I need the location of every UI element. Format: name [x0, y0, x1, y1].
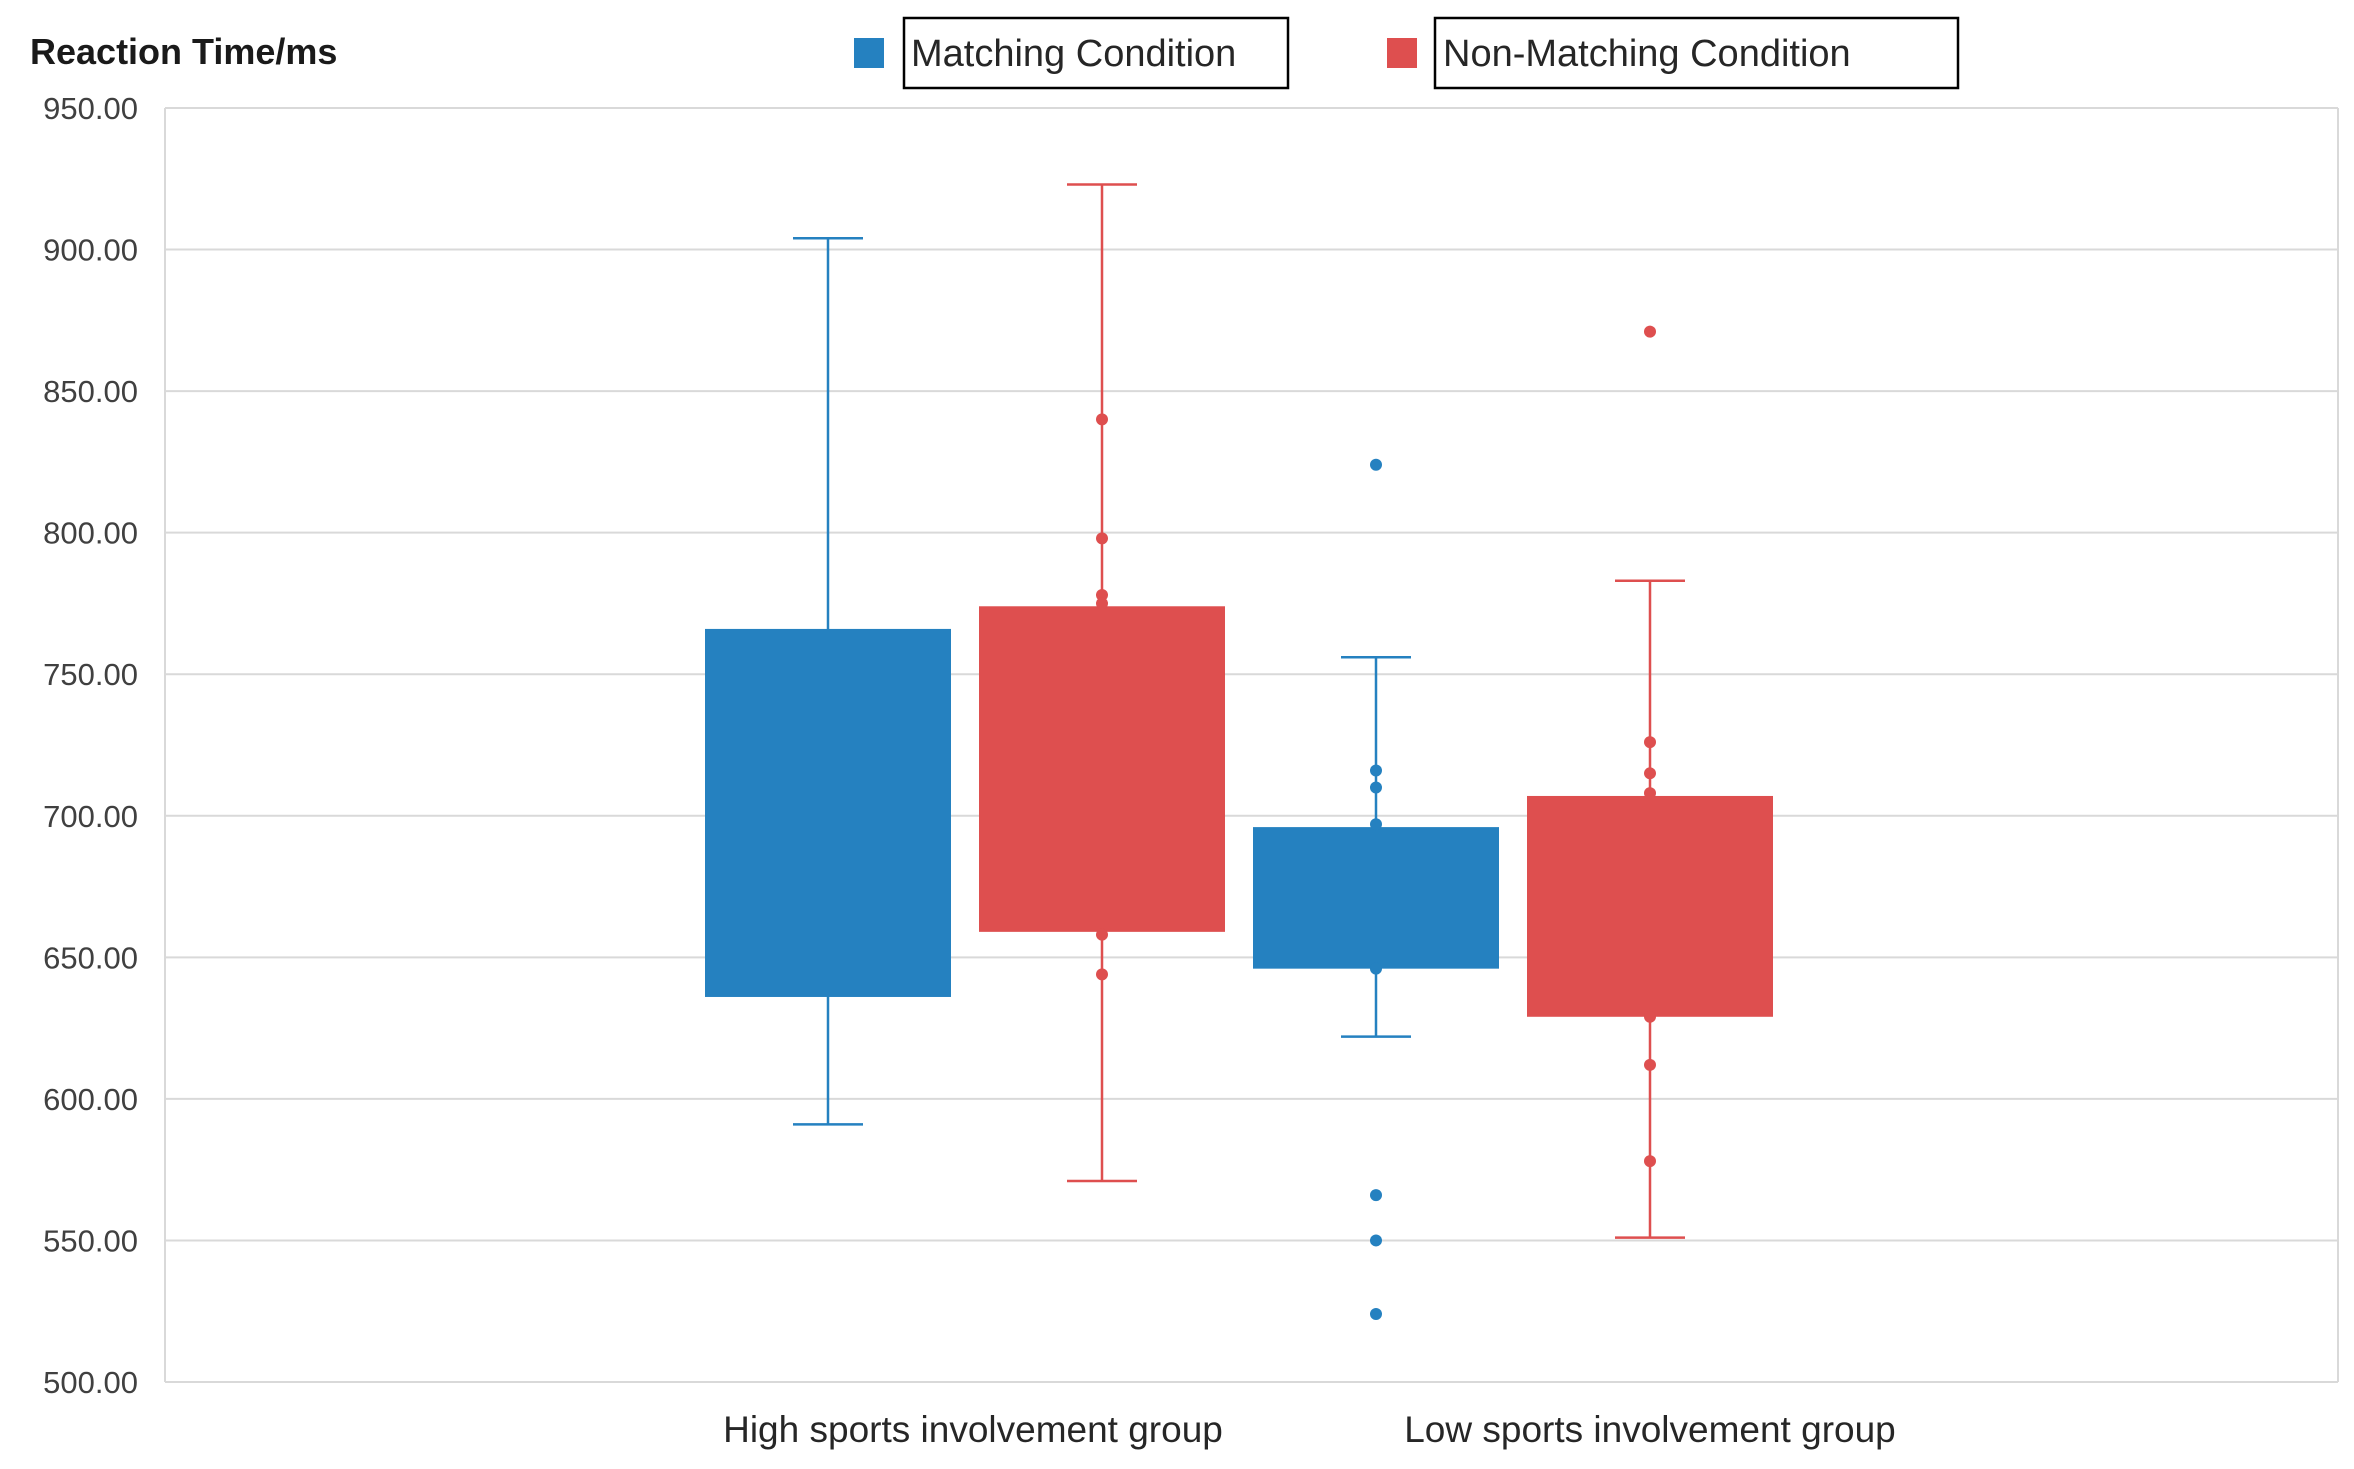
y-axis-label: Reaction Time/ms [30, 31, 337, 72]
legend-box-matching-condition [902, 16, 1290, 90]
data-point-non-matching-condition-low-6 [1644, 1155, 1656, 1168]
data-point-matching-condition-low-7 [1370, 1308, 1382, 1321]
y-tick-label-500: 500.00 [43, 1365, 138, 1400]
box-body-non-matching-condition-high [979, 606, 1225, 932]
data-point-non-matching-condition-low-4 [1644, 1010, 1656, 1023]
data-point-non-matching-condition-high-1 [1096, 532, 1108, 545]
y-tick-label-750: 750.00 [43, 657, 138, 692]
data-point-matching-condition-low-4 [1370, 458, 1382, 471]
data-point-matching-condition-low-2 [1370, 764, 1382, 777]
data-point-non-matching-condition-low-1 [1644, 736, 1656, 749]
box-matching-condition-high [705, 236, 951, 1126]
data-point-non-matching-condition-low-3 [1644, 787, 1656, 800]
legend-box-non-matching-condition [1433, 16, 1960, 90]
data-point-non-matching-condition-high-3 [1096, 597, 1108, 610]
y-tick-label-850: 850.00 [43, 374, 138, 409]
box-plot-series [705, 183, 1773, 1321]
data-point-matching-condition-low-5 [1370, 1189, 1382, 1202]
legend-swatch-non-matching-condition [1387, 38, 1417, 68]
legend: Matching Condition Non-Matching Conditio… [854, 16, 1960, 90]
legend-label-matching-condition: Matching Condition [911, 33, 1236, 75]
box-matching-condition-low [1253, 458, 1499, 1321]
legend-label-non-matching-condition: Non-Matching Condition [1443, 33, 1851, 75]
data-point-matching-condition-low-1 [1370, 781, 1382, 794]
data-point-non-matching-condition-high-4 [1096, 928, 1108, 941]
x-category-label-low: Low sports involvement group [1404, 1409, 1896, 1450]
y-tick-label-800: 800.00 [43, 516, 138, 551]
data-point-non-matching-condition-low-5 [1644, 1058, 1656, 1071]
box-non-matching-condition-high [979, 183, 1225, 1183]
data-point-non-matching-condition-high-2 [1096, 588, 1108, 601]
x-category-label-high: High sports involvement group [723, 1409, 1223, 1450]
y-tick-label-650: 650.00 [43, 940, 138, 975]
data-point-matching-condition-low-6 [1370, 1234, 1382, 1247]
data-point-non-matching-condition-low-2 [1644, 767, 1656, 780]
box-body-non-matching-condition-low [1527, 795, 1773, 1017]
data-point-matching-condition-low-0 [1370, 818, 1382, 831]
y-tick-label-950: 950.00 [43, 91, 138, 126]
data-point-non-matching-condition-low-0 [1644, 325, 1656, 338]
y-tick-label-700: 700.00 [43, 799, 138, 834]
data-point-non-matching-condition-high-0 [1096, 413, 1108, 426]
y-tick-label-600: 600.00 [43, 1082, 138, 1117]
legend-swatch-matching-condition [854, 38, 884, 68]
box-non-matching-condition-low [1527, 325, 1773, 1239]
box-body-matching-condition-high [705, 628, 951, 997]
y-axis-ticks: 500.00 550.00 600.00 650.00 700.00 750.00 800.… [43, 91, 138, 1400]
box-body-matching-condition-low [1253, 827, 1499, 969]
data-point-non-matching-condition-high-5 [1096, 968, 1108, 981]
gridlines [164, 107, 2339, 1383]
y-tick-label-550: 550.00 [43, 1223, 138, 1258]
data-point-matching-condition-low-3 [1370, 962, 1382, 975]
y-tick-label-900: 900.00 [43, 233, 138, 268]
